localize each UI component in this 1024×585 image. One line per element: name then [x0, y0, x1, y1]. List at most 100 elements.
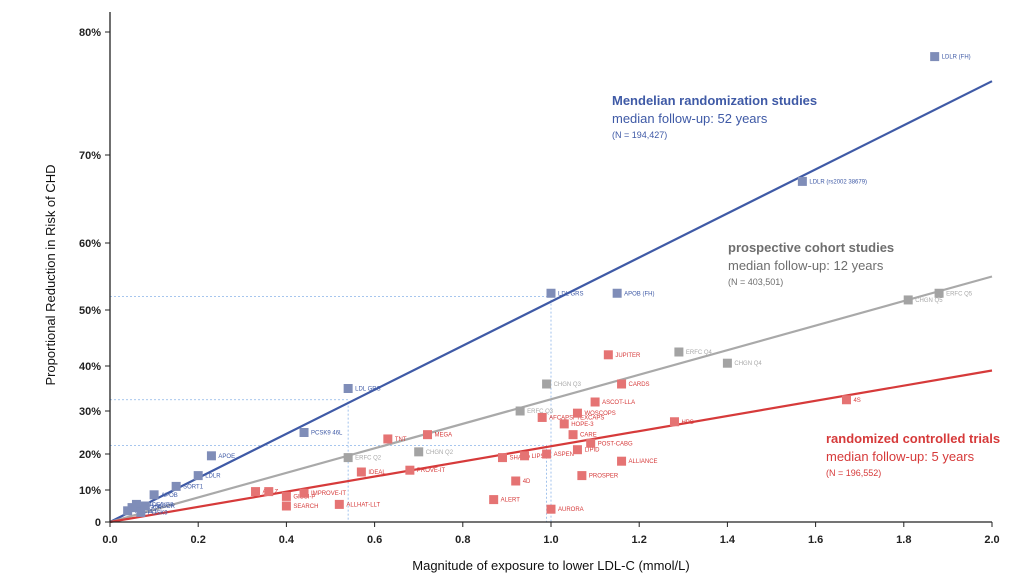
- legend-subtitle-prospective-cohort-studies: median follow-up: 12 years: [728, 258, 884, 273]
- legend-subtitle-mendelian-randomization-studies: median follow-up: 52 years: [612, 111, 768, 126]
- point-randomized-controlled-trials-12-4d: [511, 476, 521, 486]
- point-randomized-controlled-trials-27-hps: [669, 417, 679, 427]
- point-randomized-controlled-trials-7-tnt: [383, 434, 393, 444]
- x-tick-label-9: 1.8: [896, 534, 911, 546]
- point-randomized-controlled-trials-10-alert: [489, 495, 499, 505]
- x-tick-label-10: 2.0: [984, 534, 999, 546]
- point-label-2-15: ASPEN: [554, 452, 574, 458]
- y-tick-label-2: 20%: [79, 449, 101, 461]
- point-randomized-controlled-trials-24-jupiter: [603, 350, 613, 360]
- point-prospective-cohort-studies-6-chgn-q5: [903, 295, 913, 305]
- point-randomized-controlled-trials-11-sharp: [497, 453, 507, 463]
- y-tick-label-4: 40%: [79, 361, 101, 373]
- y-tick-label-5: 50%: [79, 305, 101, 317]
- y-tick-label-6: 60%: [79, 238, 101, 250]
- point-label-2-23: ASCOT-LLA: [602, 400, 635, 406]
- point-randomized-controlled-trials-6-ideal: [356, 467, 366, 477]
- point-mendelian-randomization-studies-13-ldlr-rs2002-38679: [797, 176, 807, 186]
- point-label-1-5: CHGN Q4: [734, 361, 762, 367]
- point-label-2-28: 4S: [853, 398, 860, 404]
- point-label-2-27: HPS: [681, 420, 693, 426]
- point-randomized-controlled-trials-4-improve-it: [299, 488, 309, 498]
- fit-line-prospective-cohort-studies: [109, 275, 993, 524]
- point-randomized-controlled-trials-23-ascot-lla: [590, 397, 600, 407]
- point-label-0-14: LDLR (FH): [942, 55, 971, 61]
- x-tick-label-4: 0.8: [455, 534, 470, 546]
- point-mendelian-randomization-studies-3-pcsk9: [136, 507, 146, 517]
- point-label-0-9: PCSK9 46L: [311, 431, 343, 437]
- point-randomized-controlled-trials-3-gissi-p: [281, 491, 291, 501]
- point-randomized-controlled-trials-28-4s: [841, 395, 851, 405]
- point-label-1-4: ERFC Q4: [686, 350, 713, 356]
- point-label-0-1: HMGCR: [139, 506, 162, 512]
- point-label-0-8: APOE: [218, 454, 235, 460]
- point-label-2-10: ALERT: [501, 498, 521, 504]
- legend-title-mendelian-randomization-studies: Mendelian randomization studies: [612, 93, 817, 108]
- point-label-0-12: APOB (FH): [624, 291, 654, 297]
- point-prospective-cohort-studies-7-erfc-q5: [934, 288, 944, 298]
- point-mendelian-randomization-studies-12-apob-fh: [612, 288, 622, 298]
- y-tick-label-1: 10%: [79, 485, 101, 497]
- point-label-2-11: SHARP: [509, 456, 530, 462]
- point-label-1-2: ERFC Q3: [527, 409, 554, 415]
- point-label-2-17: HOPE-3: [571, 422, 594, 428]
- point-randomized-controlled-trials-8-prove-it: [405, 465, 415, 475]
- point-randomized-controlled-trials-0-a-to-z: [251, 487, 261, 497]
- point-label-2-24: JUPITER: [615, 353, 641, 359]
- legend-subtitle-randomized-controlled-trials: median follow-up: 5 years: [826, 449, 975, 464]
- point-randomized-controlled-trials-9-mega: [423, 430, 433, 440]
- point-randomized-controlled-trials-15-aspen: [542, 449, 552, 459]
- y-tick-label-3: 30%: [79, 406, 101, 418]
- fit-line-mendelian-randomization-studies: [109, 80, 993, 523]
- point-randomized-controlled-trials-2-search: [281, 501, 291, 511]
- point-mendelian-randomization-studies-5-apob: [149, 490, 159, 500]
- point-randomized-controlled-trials-16-aurora: [546, 504, 556, 514]
- point-label-2-25: ALLIANCE: [629, 459, 658, 465]
- legend-n-prospective-cohort-studies: (N = 403,501): [728, 277, 783, 287]
- legends: Mendelian randomization studies median fo…: [612, 93, 1000, 478]
- legend-n-mendelian-randomization-studies: (N = 194,427): [612, 130, 667, 140]
- y-axis-title: Proportional Reduction in Risk of CHD: [43, 164, 58, 385]
- point-randomized-controlled-trials-22-post-cabg: [586, 438, 596, 448]
- x-tick-label-0: 0.0: [102, 534, 117, 546]
- point-label-0-6: SORT1: [183, 484, 204, 490]
- point-label-2-7: TNT: [395, 437, 407, 443]
- point-label-2-5: ALLHAT-LLT: [346, 502, 380, 508]
- point-mendelian-randomization-studies-8-apoe: [206, 451, 216, 461]
- point-prospective-cohort-studies-1-chgn-q2: [414, 447, 424, 457]
- point-randomized-controlled-trials-20-woscops: [572, 408, 582, 418]
- point-label-2-6: IDEAL: [368, 470, 386, 476]
- point-label-0-13: LDLR (rs2002 38679): [809, 179, 867, 185]
- point-label-2-9: MEGA: [435, 433, 453, 439]
- x-tick-label-1: 0.2: [191, 534, 206, 546]
- point-mendelian-randomization-studies-11-ldl-grs: [546, 288, 556, 298]
- guide-line-2: [110, 445, 547, 522]
- point-label-0-3: PCSK9: [148, 510, 168, 516]
- point-label-2-14: AFCAPS/ TEXCAPS: [549, 415, 604, 421]
- point-mendelian-randomization-studies-6-sort1: [171, 481, 181, 491]
- point-label-0-4: HMGCR: [152, 504, 175, 510]
- point-prospective-cohort-studies-0-erfc-q2: [343, 453, 353, 463]
- point-label-2-16: AURORA: [558, 507, 584, 513]
- point-label-1-3: CHGN Q3: [554, 382, 582, 388]
- y-tick-label-7: 70%: [79, 150, 101, 162]
- x-tick-label-7: 1.4: [720, 534, 736, 546]
- y-tick-label-8: 80%: [79, 27, 101, 39]
- point-randomized-controlled-trials-21-prosper: [577, 471, 587, 481]
- point-randomized-controlled-trials-1-unlabeled: [264, 487, 274, 497]
- point-prospective-cohort-studies-4-erfc-q4: [674, 347, 684, 357]
- point-randomized-controlled-trials-25-alliance: [617, 456, 627, 466]
- point-label-2-18: CARE: [580, 433, 597, 439]
- point-label-1-1: CHGN Q2: [426, 450, 454, 456]
- point-prospective-cohort-studies-2-erfc-q3: [515, 406, 525, 416]
- point-label-1-6: CHGN Q5: [915, 298, 943, 304]
- x-axis-title: Magnitude of exposure to lower LDL-C (mm…: [412, 558, 689, 573]
- point-mendelian-randomization-studies-2-abcg5-g8: [131, 499, 141, 509]
- point-prospective-cohort-studies-5-chgn-q4: [722, 358, 732, 368]
- point-randomized-controlled-trials-19-lipid: [572, 445, 582, 455]
- point-label-0-2: ABCG5/G8: [143, 502, 174, 508]
- y-ticks: 0 10% 20% 30% 40% 50% 60% 70% 80%: [79, 27, 110, 529]
- point-label-2-20: WOSCOPS: [584, 411, 615, 417]
- point-label-0-0: NPC1L1: [135, 509, 158, 515]
